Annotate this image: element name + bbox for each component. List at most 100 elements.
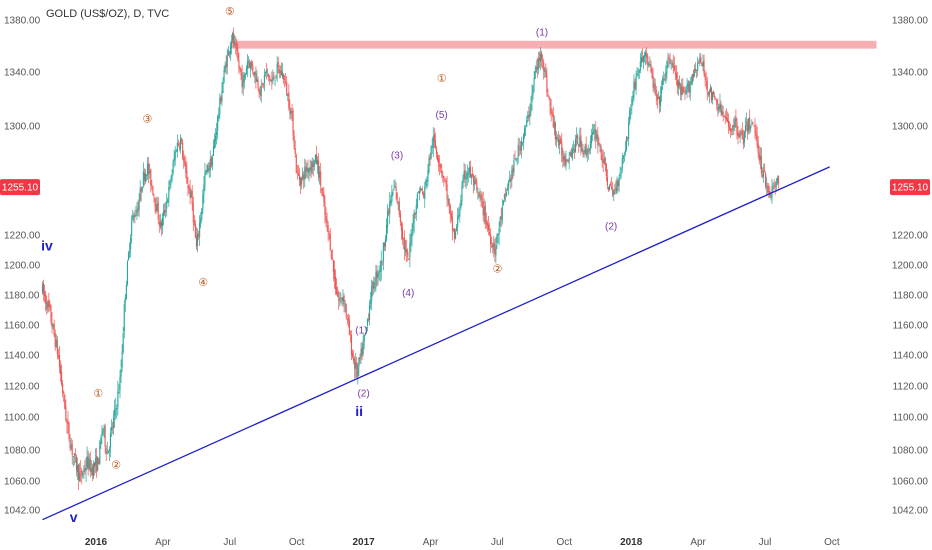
candle (541, 50, 543, 68)
candle (125, 280, 127, 300)
candle (189, 179, 191, 205)
candle (240, 68, 242, 81)
candle (645, 49, 647, 65)
candle (149, 163, 151, 179)
x-tick-label: Jul (759, 537, 772, 548)
resistance-zone[interactable] (229, 40, 877, 49)
candle (176, 134, 178, 158)
candle (239, 66, 241, 73)
candle (499, 216, 501, 233)
candle (358, 357, 360, 377)
candle (276, 55, 278, 82)
candle (421, 188, 423, 192)
candle (527, 110, 529, 123)
candle (400, 220, 402, 240)
candle (291, 103, 293, 121)
candle (768, 183, 770, 198)
candle (731, 128, 733, 136)
candle (130, 234, 132, 258)
candle (238, 52, 240, 75)
candle (407, 248, 409, 262)
candle (662, 75, 664, 91)
candle (99, 440, 101, 466)
candle (228, 51, 230, 58)
candle (169, 179, 171, 191)
candle (232, 31, 234, 44)
candle (646, 47, 648, 65)
candle (661, 80, 663, 102)
candle (543, 58, 545, 80)
candle (476, 177, 478, 194)
candle (298, 167, 301, 187)
candle (81, 467, 83, 484)
candle (573, 144, 576, 159)
candle (675, 65, 677, 86)
candle (584, 143, 586, 155)
candle (451, 210, 453, 241)
candle (509, 170, 511, 183)
candle (304, 158, 306, 188)
candle (182, 138, 184, 161)
candle (688, 80, 690, 98)
candle (533, 71, 535, 93)
candle (331, 249, 333, 261)
candle (632, 90, 634, 106)
candle (396, 192, 398, 205)
candle (666, 60, 668, 81)
candle (168, 180, 170, 208)
candle (183, 150, 185, 169)
current-price-badge: 1255.10 (890, 179, 930, 196)
candle (628, 116, 630, 147)
candle (295, 153, 297, 174)
candle (728, 121, 731, 131)
candle (326, 212, 328, 232)
candle (59, 360, 62, 382)
candle (384, 234, 387, 251)
candle (457, 207, 459, 235)
candle (618, 174, 620, 193)
candle (335, 269, 337, 295)
candle (571, 144, 573, 161)
candle (348, 314, 350, 335)
candle (202, 189, 204, 215)
support-trendline[interactable] (42, 166, 830, 521)
candle (216, 122, 218, 145)
candle (330, 250, 332, 261)
candle (695, 62, 697, 73)
candle (612, 181, 614, 198)
candle (487, 215, 490, 236)
candle (715, 97, 717, 101)
candle (553, 115, 555, 136)
candle (684, 87, 686, 101)
candle (170, 175, 172, 189)
y-axis-right: 1042.00 1060.00 1080.00 1100.00 1120.00 1140.… (892, 16, 929, 517)
y-tick-label: 1220.00 (4, 231, 41, 242)
candle (758, 145, 760, 165)
candle (416, 191, 418, 210)
candle (246, 54, 248, 77)
candle (717, 98, 719, 117)
candle (585, 136, 587, 159)
svg-text:1255.10: 1255.10 (892, 183, 929, 194)
candle (520, 136, 522, 159)
candle (572, 140, 574, 154)
candle (121, 344, 123, 372)
candle (674, 65, 676, 81)
candle (452, 228, 454, 233)
candle (558, 131, 560, 149)
candle (565, 150, 567, 171)
candle (148, 157, 150, 184)
candle (325, 206, 327, 228)
candle (217, 114, 219, 140)
candle (685, 85, 687, 96)
candle (735, 109, 737, 128)
candle (110, 419, 113, 438)
candle (236, 38, 238, 58)
candle (132, 209, 134, 221)
candle (68, 422, 70, 442)
candle (711, 91, 714, 105)
wave-label: ① (93, 387, 103, 400)
candle (486, 220, 488, 232)
y-tick-label: 1160.00 (893, 321, 929, 332)
